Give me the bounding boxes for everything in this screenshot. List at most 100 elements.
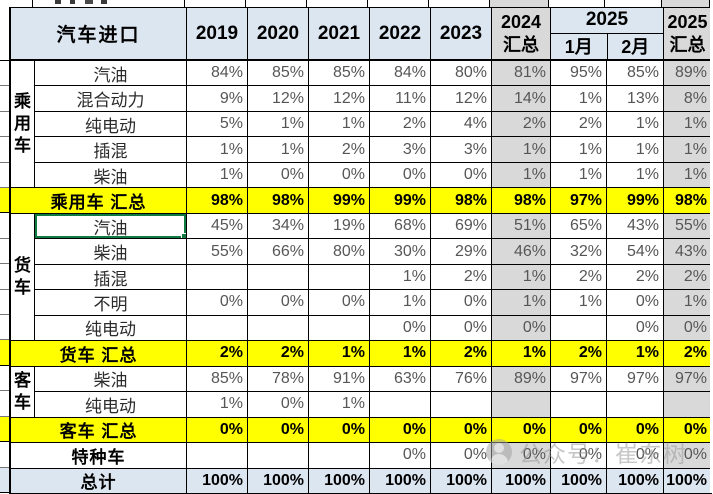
- value-cell[interactable]: 32%: [551, 239, 607, 265]
- value-cell[interactable]: 8%: [664, 86, 712, 112]
- row-label-fuel[interactable]: 汽油: [35, 213, 187, 240]
- value-cell[interactable]: 100%: [664, 468, 712, 494]
- value-cell[interactable]: 0%: [551, 417, 607, 444]
- value-cell[interactable]: 100%: [607, 468, 664, 494]
- value-cell[interactable]: 0%: [431, 443, 492, 469]
- value-cell[interactable]: 0%: [248, 392, 309, 418]
- value-cell[interactable]: [664, 392, 712, 418]
- value-cell[interactable]: 5%: [187, 111, 248, 138]
- value-cell[interactable]: 85%: [309, 61, 370, 87]
- value-cell[interactable]: 78%: [248, 366, 309, 393]
- value-cell[interactable]: 80%: [431, 61, 492, 87]
- value-cell[interactable]: 9%: [187, 86, 248, 112]
- value-cell[interactable]: 4%: [431, 111, 492, 138]
- header-year-2022[interactable]: 2022: [370, 8, 431, 61]
- value-cell[interactable]: 0%: [248, 417, 309, 444]
- value-cell[interactable]: 100%: [187, 468, 248, 494]
- value-cell[interactable]: 2%: [607, 264, 664, 291]
- value-cell[interactable]: 1%: [370, 290, 431, 316]
- value-cell[interactable]: 0%: [248, 162, 309, 189]
- value-cell[interactable]: 97%: [551, 366, 607, 393]
- value-cell[interactable]: 0%: [248, 290, 309, 316]
- value-cell[interactable]: 0%: [551, 443, 607, 469]
- value-cell[interactable]: 1%: [664, 290, 712, 316]
- value-cell[interactable]: 3%: [370, 137, 431, 163]
- value-cell[interactable]: 0%: [492, 315, 551, 342]
- value-cell[interactable]: 1%: [607, 137, 664, 163]
- value-cell[interactable]: 1%: [309, 111, 370, 138]
- value-cell[interactable]: 1%: [187, 137, 248, 163]
- value-cell[interactable]: 12%: [248, 86, 309, 112]
- header-year-2023[interactable]: 2023: [431, 8, 492, 61]
- value-cell[interactable]: 98%: [492, 188, 551, 214]
- group-label-货车[interactable]: 货车: [11, 213, 35, 342]
- row-label-merged[interactable]: 特种车: [11, 443, 187, 469]
- value-cell[interactable]: 91%: [309, 366, 370, 393]
- value-cell[interactable]: 0%: [309, 162, 370, 189]
- row-label-fuel[interactable]: 纯电动: [35, 392, 187, 418]
- value-cell[interactable]: 13%: [607, 86, 664, 112]
- value-cell[interactable]: 84%: [187, 61, 248, 87]
- value-cell[interactable]: 34%: [248, 213, 309, 240]
- value-cell[interactable]: 1%: [492, 137, 551, 163]
- value-cell[interactable]: 0%: [309, 290, 370, 316]
- value-cell[interactable]: 100%: [309, 468, 370, 494]
- value-cell[interactable]: 1%: [664, 137, 712, 163]
- value-cell[interactable]: 1%: [492, 264, 551, 291]
- value-cell[interactable]: 100%: [370, 468, 431, 494]
- value-cell[interactable]: 2%: [370, 111, 431, 138]
- value-cell[interactable]: 81%: [492, 61, 551, 87]
- value-cell[interactable]: 29%: [431, 239, 492, 265]
- value-cell[interactable]: 55%: [664, 213, 712, 240]
- value-cell[interactable]: 2%: [431, 341, 492, 367]
- value-cell[interactable]: 14%: [492, 86, 551, 112]
- value-cell[interactable]: 2%: [309, 137, 370, 163]
- row-label-fuel[interactable]: 插混: [35, 264, 187, 291]
- value-cell[interactable]: 0%: [187, 417, 248, 444]
- row-label-fuel[interactable]: 柴油: [35, 162, 187, 189]
- row-label-fuel[interactable]: 汽油: [35, 61, 187, 87]
- value-cell[interactable]: 11%: [370, 86, 431, 112]
- value-cell[interactable]: 3%: [431, 137, 492, 163]
- value-cell[interactable]: 45%: [187, 213, 248, 240]
- value-cell[interactable]: 98%: [664, 188, 712, 214]
- value-cell[interactable]: 97%: [607, 366, 664, 393]
- header-year-2019[interactable]: 2019: [187, 8, 248, 61]
- value-cell[interactable]: 12%: [431, 86, 492, 112]
- value-cell[interactable]: 68%: [370, 213, 431, 240]
- value-cell[interactable]: 1%: [607, 341, 664, 367]
- value-cell[interactable]: 1%: [492, 162, 551, 189]
- value-cell[interactable]: 99%: [309, 188, 370, 214]
- value-cell[interactable]: 0%: [431, 417, 492, 444]
- value-cell[interactable]: 2%: [248, 341, 309, 367]
- value-cell[interactable]: 89%: [492, 366, 551, 393]
- value-cell[interactable]: 76%: [431, 366, 492, 393]
- value-cell[interactable]: 2%: [187, 341, 248, 367]
- value-cell[interactable]: 0%: [370, 162, 431, 189]
- value-cell[interactable]: 46%: [492, 239, 551, 265]
- value-cell[interactable]: 1%: [187, 162, 248, 189]
- value-cell[interactable]: [248, 443, 309, 469]
- value-cell[interactable]: [187, 443, 248, 469]
- row-label-fuel[interactable]: 柴油: [35, 239, 187, 265]
- group-label-乘用车[interactable]: 乘用车: [11, 61, 35, 189]
- value-cell[interactable]: 63%: [370, 366, 431, 393]
- value-cell[interactable]: 0%: [431, 315, 492, 342]
- value-cell[interactable]: 0%: [607, 417, 664, 444]
- row-label-merged[interactable]: 总计: [11, 468, 187, 494]
- value-cell[interactable]: 100%: [248, 468, 309, 494]
- value-cell[interactable]: 1%: [664, 111, 712, 138]
- value-cell[interactable]: 1%: [248, 137, 309, 163]
- value-cell[interactable]: 66%: [248, 239, 309, 265]
- value-cell[interactable]: 2%: [492, 111, 551, 138]
- group-label-客车[interactable]: 客车: [11, 366, 35, 418]
- value-cell[interactable]: 0%: [664, 417, 712, 444]
- value-cell[interactable]: 0%: [370, 443, 431, 469]
- header-2025-total[interactable]: 2025 汇总: [664, 8, 712, 61]
- value-cell[interactable]: [370, 392, 431, 418]
- value-cell[interactable]: 0%: [607, 315, 664, 342]
- value-cell[interactable]: 0%: [187, 290, 248, 316]
- value-cell[interactable]: 80%: [309, 239, 370, 265]
- value-cell[interactable]: [309, 315, 370, 342]
- header-2024-total[interactable]: 2024 汇总: [492, 8, 551, 61]
